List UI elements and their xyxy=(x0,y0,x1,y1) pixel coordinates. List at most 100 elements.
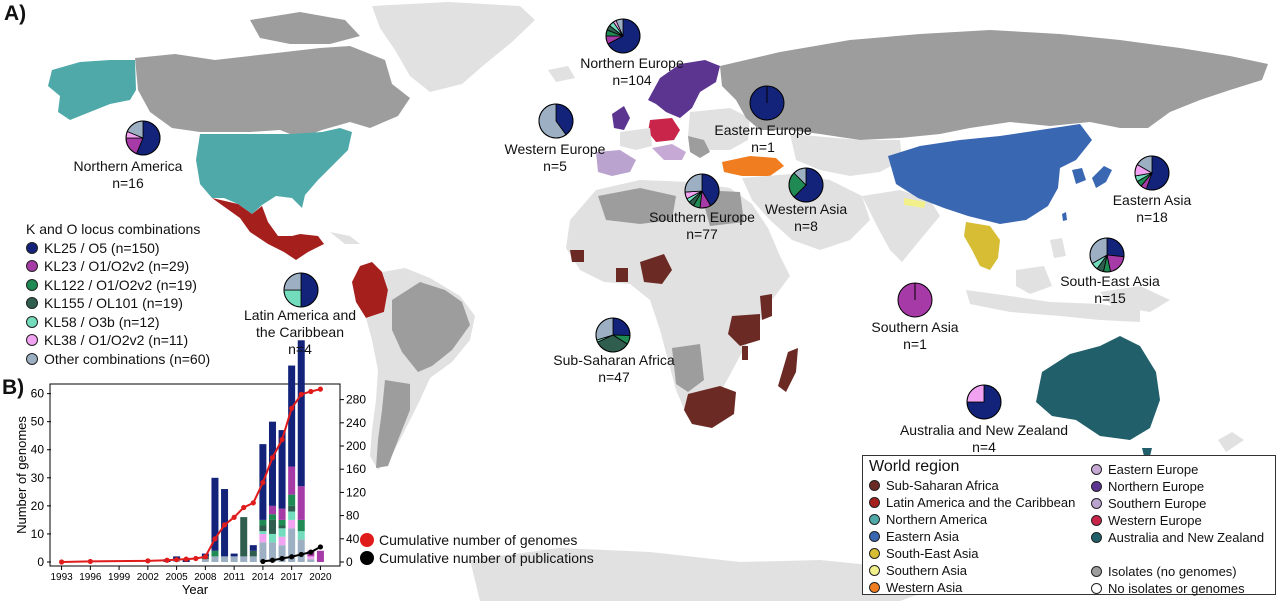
world-region-legend-title: World region xyxy=(869,458,960,475)
country-south-africa xyxy=(684,386,736,428)
bar-segment xyxy=(288,505,296,512)
bar-segment xyxy=(307,556,315,560)
line-point xyxy=(298,391,304,397)
bar-segment xyxy=(278,545,286,562)
line-point xyxy=(317,544,324,550)
pie-latin-america xyxy=(283,272,319,308)
country-africa xyxy=(566,180,790,420)
bar-segment xyxy=(268,505,276,515)
line-point xyxy=(212,536,218,542)
bar-segment xyxy=(288,528,296,562)
country-malawi xyxy=(742,346,748,360)
line-point xyxy=(269,557,276,563)
country-germany xyxy=(648,118,680,142)
line-point xyxy=(269,455,276,461)
x-tick-label: 1999 xyxy=(108,572,131,583)
panel-label-a: A) xyxy=(4,2,27,25)
locus-legend-item: KL155 / OL101 (n=19) xyxy=(26,294,210,313)
world-region-item: Northern Europe xyxy=(1091,478,1264,495)
bar-segment xyxy=(259,533,267,543)
bar-segment xyxy=(211,556,219,562)
country-korea xyxy=(1072,168,1086,184)
line-point xyxy=(260,558,266,565)
country-italy-balkans xyxy=(688,136,710,158)
country-east-europe-rest xyxy=(688,108,750,150)
bar-segment xyxy=(201,559,209,562)
bar-segment xyxy=(297,519,305,532)
line-point xyxy=(298,551,304,558)
line-point xyxy=(231,514,237,520)
y2-tick-label: 200 xyxy=(346,439,366,453)
bar-segment xyxy=(297,531,305,540)
bar-segment xyxy=(268,533,276,543)
pie-south-east-asia xyxy=(1089,237,1125,273)
world-region-item: No isolates or genomes xyxy=(1091,580,1264,597)
line-point xyxy=(183,556,189,562)
label-eastern-asia: Eastern Asia n=18 xyxy=(1112,192,1192,225)
locus-legend: K and O locus combinations KL25 / O5 (n=… xyxy=(26,220,210,368)
country-new-zealand xyxy=(1218,432,1244,452)
label-northern-america: Northern America n=16 xyxy=(73,158,183,191)
world-region-item: Western Asia xyxy=(869,579,1075,596)
line-point xyxy=(308,549,314,555)
bar-segment xyxy=(230,553,238,557)
label-western-europe: Western Europe n=5 xyxy=(504,141,606,174)
x-tick-label: 1996 xyxy=(79,572,102,583)
cumulative-legend: Cumulative number of genomes Cumulative … xyxy=(360,531,594,567)
y-tick-label: 60 xyxy=(31,387,45,401)
line-point xyxy=(87,558,93,565)
bar-segment xyxy=(268,421,276,506)
locus-legend-title: K and O locus combinations xyxy=(26,221,201,237)
bar-segment xyxy=(297,486,305,520)
country-europe-rest xyxy=(620,128,652,150)
legend-swatch xyxy=(869,582,880,593)
bar-segment xyxy=(278,508,286,520)
genomes-chart: 0 10 20 30 40 50 60 0 40 80 120 160 200 240 280 1993 199… xyxy=(14,340,366,597)
y2-tick-label: 160 xyxy=(346,462,366,476)
country-india xyxy=(862,190,940,262)
x-tick-label: 2020 xyxy=(309,572,332,583)
line-point xyxy=(145,558,151,564)
legend-swatch xyxy=(26,315,38,328)
legend-swatch xyxy=(26,352,38,365)
country-iceland xyxy=(548,66,575,82)
cumulative-legend-item: Cumulative number of genomes xyxy=(360,531,594,549)
bar-segment xyxy=(278,536,286,546)
bar-segment xyxy=(316,550,324,562)
legend-swatch xyxy=(26,297,38,310)
pie-outline xyxy=(966,384,1002,420)
y-tick-label: 30 xyxy=(31,471,45,485)
pie-western-europe xyxy=(538,103,574,139)
legend-swatch xyxy=(26,334,38,347)
locus-legend-item: Other combinations (n=60) xyxy=(26,350,210,369)
world-region-item: Western Europe xyxy=(1091,512,1264,529)
country-greenland xyxy=(372,2,535,92)
x-tick-label: 2002 xyxy=(137,572,160,583)
y-tick-label: 10 xyxy=(31,527,45,541)
country-eastern-europe xyxy=(652,144,686,160)
x-tick-label: 2011 xyxy=(223,572,245,583)
bar-segment xyxy=(297,340,305,487)
pie-outline xyxy=(283,272,319,308)
pie-outline xyxy=(1089,237,1125,273)
country-ghana xyxy=(616,268,628,282)
pie-southern-asia xyxy=(897,282,933,318)
bar-segment xyxy=(249,550,257,557)
y-tick-label: 0 xyxy=(37,555,44,569)
locus-legend-item: KL25 / O5 (n=150) xyxy=(26,239,210,258)
country-arctic-islands xyxy=(250,12,360,44)
pie-outline xyxy=(605,18,641,54)
country-nigeria xyxy=(640,254,672,284)
legend-swatch xyxy=(869,480,880,491)
x-tick-label: 1993 xyxy=(50,572,73,583)
line-point xyxy=(279,437,285,443)
line-point xyxy=(221,522,228,528)
country-mexico xyxy=(212,198,324,260)
world-region-item: Australia and New Zealand xyxy=(1091,529,1264,546)
legend-swatch xyxy=(869,531,880,542)
bar-segment xyxy=(249,556,257,562)
pie-outline xyxy=(1134,155,1170,191)
bar-segment xyxy=(259,519,267,526)
legend-swatch xyxy=(1091,515,1102,526)
bar-segment xyxy=(268,542,276,562)
